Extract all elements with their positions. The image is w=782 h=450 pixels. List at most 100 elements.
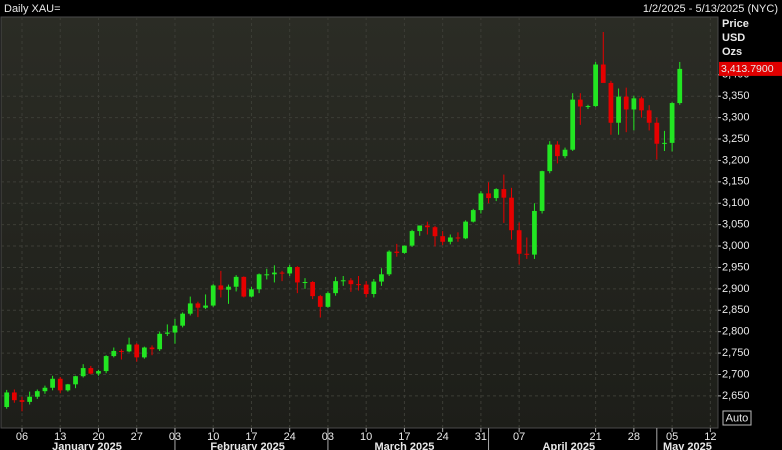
x-tick-label: 06 bbox=[16, 431, 28, 443]
candle-body bbox=[386, 251, 392, 275]
candle-body bbox=[455, 237, 461, 239]
candle-body bbox=[233, 276, 239, 287]
candle-body bbox=[119, 350, 124, 352]
candle-body bbox=[241, 276, 247, 297]
candle-body bbox=[42, 387, 48, 392]
candle-body bbox=[27, 396, 33, 402]
month-label: April 2025 bbox=[543, 441, 596, 450]
month-label: May 2025 bbox=[663, 441, 712, 450]
x-tick-label: 10 bbox=[360, 431, 372, 443]
candle-body bbox=[516, 230, 522, 254]
y-tick-label: 2,850 bbox=[722, 304, 750, 316]
candle-body bbox=[585, 106, 591, 108]
candle-body bbox=[50, 378, 55, 388]
candle-body bbox=[555, 144, 560, 157]
candle-body bbox=[172, 325, 178, 333]
candle-body bbox=[279, 272, 285, 274]
candle-body bbox=[417, 225, 423, 232]
y-tick-label: 3,050 bbox=[722, 219, 750, 231]
last-price-box bbox=[719, 61, 782, 76]
y-tick-label: 3,300 bbox=[722, 112, 750, 124]
x-tick-label: 20 bbox=[92, 431, 104, 443]
candle-body bbox=[424, 225, 430, 228]
candle-body bbox=[677, 68, 683, 104]
x-tick-label: 17 bbox=[398, 431, 410, 443]
candle-body bbox=[73, 376, 78, 385]
candle-body bbox=[203, 305, 208, 308]
candle-body bbox=[65, 384, 71, 391]
auto-button-label[interactable]: Auto bbox=[726, 412, 749, 424]
x-tick-label: 21 bbox=[590, 431, 602, 443]
candle-body bbox=[562, 149, 568, 157]
x-tick-label: 27 bbox=[131, 431, 143, 443]
candle-body bbox=[623, 96, 629, 110]
auto-button[interactable] bbox=[722, 410, 752, 426]
candle-body bbox=[126, 344, 132, 352]
candle-body bbox=[493, 189, 499, 199]
candle-body bbox=[432, 227, 438, 237]
candle-body bbox=[4, 392, 10, 408]
candle-body bbox=[486, 193, 491, 199]
x-tick-label: 12 bbox=[704, 431, 716, 443]
x-tick-label: 07 bbox=[513, 431, 525, 443]
candle-body bbox=[394, 251, 400, 253]
month-label: February 2025 bbox=[210, 441, 285, 450]
candle-body bbox=[149, 347, 155, 350]
candle-body bbox=[272, 272, 277, 275]
candle-body bbox=[310, 282, 316, 297]
y-tick-label: 3,100 bbox=[722, 197, 750, 209]
y-tick-label: 2,900 bbox=[722, 283, 750, 295]
y-tick-label: 3,250 bbox=[722, 133, 750, 145]
x-tick-label: 05 bbox=[666, 431, 678, 443]
y-tick-label: 3,150 bbox=[722, 176, 750, 188]
y-tick-label: 2,800 bbox=[722, 326, 750, 338]
x-tick-label: 24 bbox=[284, 431, 296, 443]
candle-body bbox=[187, 303, 193, 314]
candle-body bbox=[19, 400, 25, 402]
candle-body bbox=[226, 286, 231, 290]
x-tick-label: 13 bbox=[54, 431, 66, 443]
candle-body bbox=[669, 103, 675, 143]
y-tick-label: 2,950 bbox=[722, 261, 750, 273]
candle-body bbox=[164, 332, 170, 334]
y-tick-label: 2,650 bbox=[722, 390, 750, 402]
candle-body bbox=[210, 285, 216, 306]
candle-body bbox=[348, 280, 354, 285]
candle-body bbox=[333, 281, 338, 294]
candle-body bbox=[134, 344, 140, 358]
y-tick-label: 2,700 bbox=[722, 368, 750, 380]
month-label: January 2025 bbox=[52, 441, 122, 450]
x-tick-label: 28 bbox=[628, 431, 640, 443]
candle-body bbox=[608, 82, 614, 123]
candle-body bbox=[363, 284, 369, 294]
candle-body bbox=[646, 110, 652, 123]
y-tick-label: 3,200 bbox=[722, 154, 750, 166]
x-tick-label: 31 bbox=[475, 431, 487, 443]
y-axis-label: USD bbox=[722, 32, 745, 44]
candle-body bbox=[218, 285, 224, 290]
y-tick-label: 2,750 bbox=[722, 347, 750, 359]
candle-body bbox=[539, 171, 545, 211]
candle-body bbox=[577, 99, 583, 107]
candle-body bbox=[195, 303, 201, 308]
candle-body bbox=[639, 98, 644, 111]
month-label: March 2025 bbox=[374, 441, 434, 450]
candle-body bbox=[593, 64, 598, 107]
candle-body bbox=[631, 98, 637, 110]
date-range: 1/2/2025 - 5/13/2025 (NYC) bbox=[643, 3, 778, 15]
candle-body bbox=[509, 197, 514, 231]
candle-body bbox=[157, 333, 163, 350]
plot-area bbox=[0, 16, 719, 429]
candle-body bbox=[264, 274, 270, 276]
candle-body bbox=[470, 210, 476, 222]
candle-body bbox=[371, 281, 377, 294]
y-tick-label: 3,350 bbox=[722, 90, 750, 102]
plot bbox=[1, 17, 718, 428]
candle-body bbox=[103, 356, 109, 372]
candle-body bbox=[317, 296, 323, 307]
candle-body bbox=[379, 274, 384, 282]
candle-body bbox=[600, 64, 606, 83]
candle-body bbox=[325, 293, 331, 307]
chart-title: Daily XAU= bbox=[4, 3, 61, 15]
